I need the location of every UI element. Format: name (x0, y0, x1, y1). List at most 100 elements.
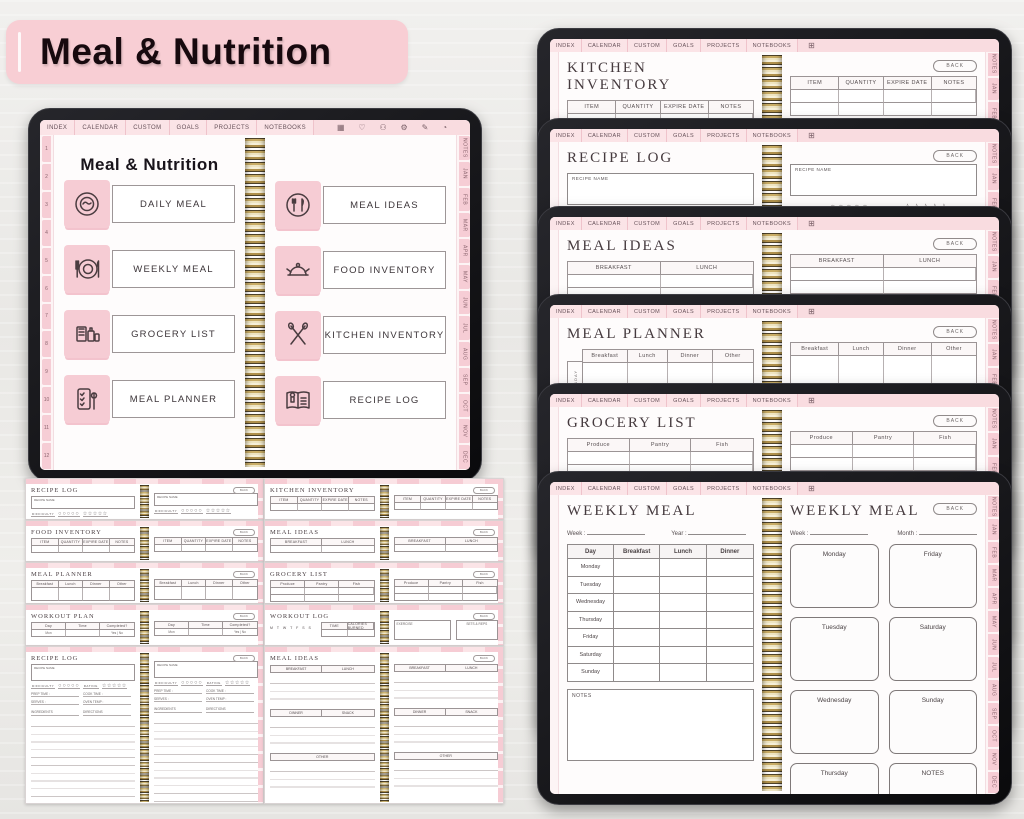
grid-icon[interactable]: ▦ (336, 123, 345, 132)
index-button-grocery-list[interactable]: GROCERY LIST (62, 310, 237, 358)
month-tab[interactable]: OCT (988, 726, 999, 747)
nav-tab[interactable]: NOTEBOOKS (746, 129, 799, 142)
table-cell[interactable] (706, 594, 753, 612)
month-tab[interactable]: FEB (988, 192, 999, 215)
table-cell[interactable] (883, 281, 976, 294)
table-cell[interactable] (660, 664, 707, 682)
year-input-line[interactable] (688, 528, 747, 535)
nav-tab[interactable]: GOALS (667, 482, 702, 495)
month-tab[interactable]: NOV (988, 749, 999, 770)
day-box[interactable]: Tuesday (790, 617, 879, 681)
nav-tab[interactable]: NOTEBOOKS (746, 482, 799, 495)
nav-tab[interactable]: INDEX (550, 305, 582, 318)
grid-icon[interactable]: ⊞ (808, 219, 815, 228)
month-tab[interactable]: FEB (988, 457, 999, 480)
month-tab[interactable]: DEC (988, 772, 999, 793)
nav-tab[interactable]: INDEX (550, 482, 582, 495)
gear-icon[interactable]: ⚙ (400, 123, 408, 132)
month-tab[interactable]: JAN (988, 77, 999, 101)
nav-tab[interactable]: NOTEBOOKS (746, 39, 799, 52)
month-tab[interactable]: JUN (988, 634, 999, 655)
table-cell[interactable] (614, 594, 661, 612)
month-tab[interactable]: FEB (988, 368, 999, 391)
grid-icon[interactable]: ⊞ (808, 396, 815, 405)
month-tab[interactable]: JAN (459, 161, 470, 186)
nav-tab[interactable]: CALENDAR (581, 39, 628, 52)
clock-icon[interactable]: ◔ (442, 123, 448, 132)
grid-icon[interactable]: ⊞ (808, 484, 815, 493)
day-box[interactable]: Thursday (790, 763, 879, 794)
month-tab[interactable]: JAN (988, 343, 999, 367)
nav-tab[interactable]: CUSTOM (126, 120, 170, 135)
week-input-line[interactable] (810, 528, 869, 535)
pencil-icon[interactable]: ✎ (421, 123, 429, 132)
month-tab[interactable]: MAR (459, 213, 470, 238)
month-tab[interactable]: NOTES (988, 496, 999, 517)
back-button[interactable]: BACK (933, 503, 977, 515)
index-button-weekly-meal[interactable]: WEEKLY MEAL (62, 245, 237, 293)
number-tab[interactable]: 3 (42, 191, 51, 218)
back-button[interactable]: BACK (933, 326, 977, 338)
number-tab[interactable]: 10 (42, 387, 51, 414)
nav-tab[interactable]: GOALS (667, 39, 702, 52)
table-cell[interactable] (660, 611, 707, 629)
table-cell[interactable] (660, 576, 707, 594)
nav-tab[interactable]: GOALS (667, 305, 702, 318)
month-tab[interactable]: SEP (988, 703, 999, 724)
month-tab[interactable]: APR (988, 588, 999, 609)
number-tab[interactable]: 6 (42, 275, 51, 302)
table-cell[interactable] (614, 646, 661, 664)
table-cell[interactable] (614, 629, 661, 647)
nav-tab[interactable]: CALENDAR (581, 482, 628, 495)
index-button-meal-ideas[interactable]: MEAL IDEAS (273, 181, 448, 229)
preview-food-inventory[interactable]: FOOD INVENTORY ITEM QUANTITY EXPIRE DATE NO… (25, 520, 264, 562)
nav-tab[interactable]: CALENDAR (75, 120, 127, 135)
nav-tab[interactable]: INDEX (550, 394, 582, 407)
table-cell[interactable] (706, 629, 753, 647)
nav-tab[interactable]: INDEX (40, 120, 76, 135)
table-cell[interactable] (914, 458, 976, 471)
nav-tab[interactable]: PROJECTS (701, 394, 747, 407)
month-tab[interactable]: MAY (988, 611, 999, 632)
month-tab[interactable]: NOTES (988, 408, 999, 431)
nav-tab[interactable]: CALENDAR (581, 394, 628, 407)
table-cell[interactable] (614, 611, 661, 629)
number-tab[interactable]: 1 (42, 136, 51, 162)
table-cell[interactable] (660, 594, 707, 612)
month-tab[interactable]: FEB (988, 102, 999, 125)
number-tab[interactable]: 5 (42, 247, 51, 274)
month-tab[interactable]: NOTES (988, 319, 999, 342)
number-tab[interactable]: 8 (42, 331, 51, 358)
number-tab[interactable]: 12 (42, 443, 51, 470)
month-field[interactable]: Month : (897, 528, 977, 537)
month-input-line[interactable] (919, 528, 977, 535)
nav-tab[interactable]: PROJECTS (701, 217, 747, 230)
table-cell[interactable] (568, 275, 661, 288)
nav-tab[interactable]: PROJECTS (701, 305, 747, 318)
preview-recipe-log-full[interactable]: RECIPE LOG RECIPE NAME DIFFICULTY ○○○○○ … (25, 646, 264, 804)
recipe-name-field[interactable]: RECIPE NAME (567, 173, 754, 205)
nav-tab[interactable]: INDEX (550, 217, 582, 230)
table-cell[interactable] (791, 458, 853, 471)
grid-icon[interactable]: ⊞ (808, 307, 815, 316)
nav-tab[interactable]: CALENDAR (581, 129, 628, 142)
nav-tab[interactable]: GOALS (169, 120, 208, 135)
week-field[interactable]: Week : (567, 528, 646, 537)
month-tab[interactable]: JUL (988, 657, 999, 678)
month-tab[interactable]: APR (459, 239, 470, 263)
preview-grocery-list[interactable]: GROCERY LIST Produce Pantry Fish BACK Prod… (264, 562, 504, 604)
table-cell[interactable] (706, 559, 753, 577)
week-field[interactable]: Week : (790, 528, 869, 537)
nav-tab[interactable]: PROJECTS (207, 120, 258, 135)
month-tab[interactable]: FEB (988, 542, 999, 563)
nav-tab[interactable]: NOTEBOOKS (746, 305, 799, 318)
grid-icon[interactable]: ⊞ (808, 131, 815, 140)
month-tab[interactable]: OCT (459, 393, 470, 418)
table-cell[interactable] (614, 664, 661, 682)
table-cell[interactable] (883, 90, 932, 103)
month-tab[interactable]: MAY (459, 264, 470, 289)
day-box[interactable]: Sunday (888, 690, 977, 754)
preview-meal-ideas-full[interactable]: MEAL IDEAS BREAKFAST LUNCH DINNER SNACK OT… (264, 646, 504, 804)
year-field[interactable]: Year : (671, 528, 747, 537)
table-cell[interactable] (852, 445, 915, 458)
